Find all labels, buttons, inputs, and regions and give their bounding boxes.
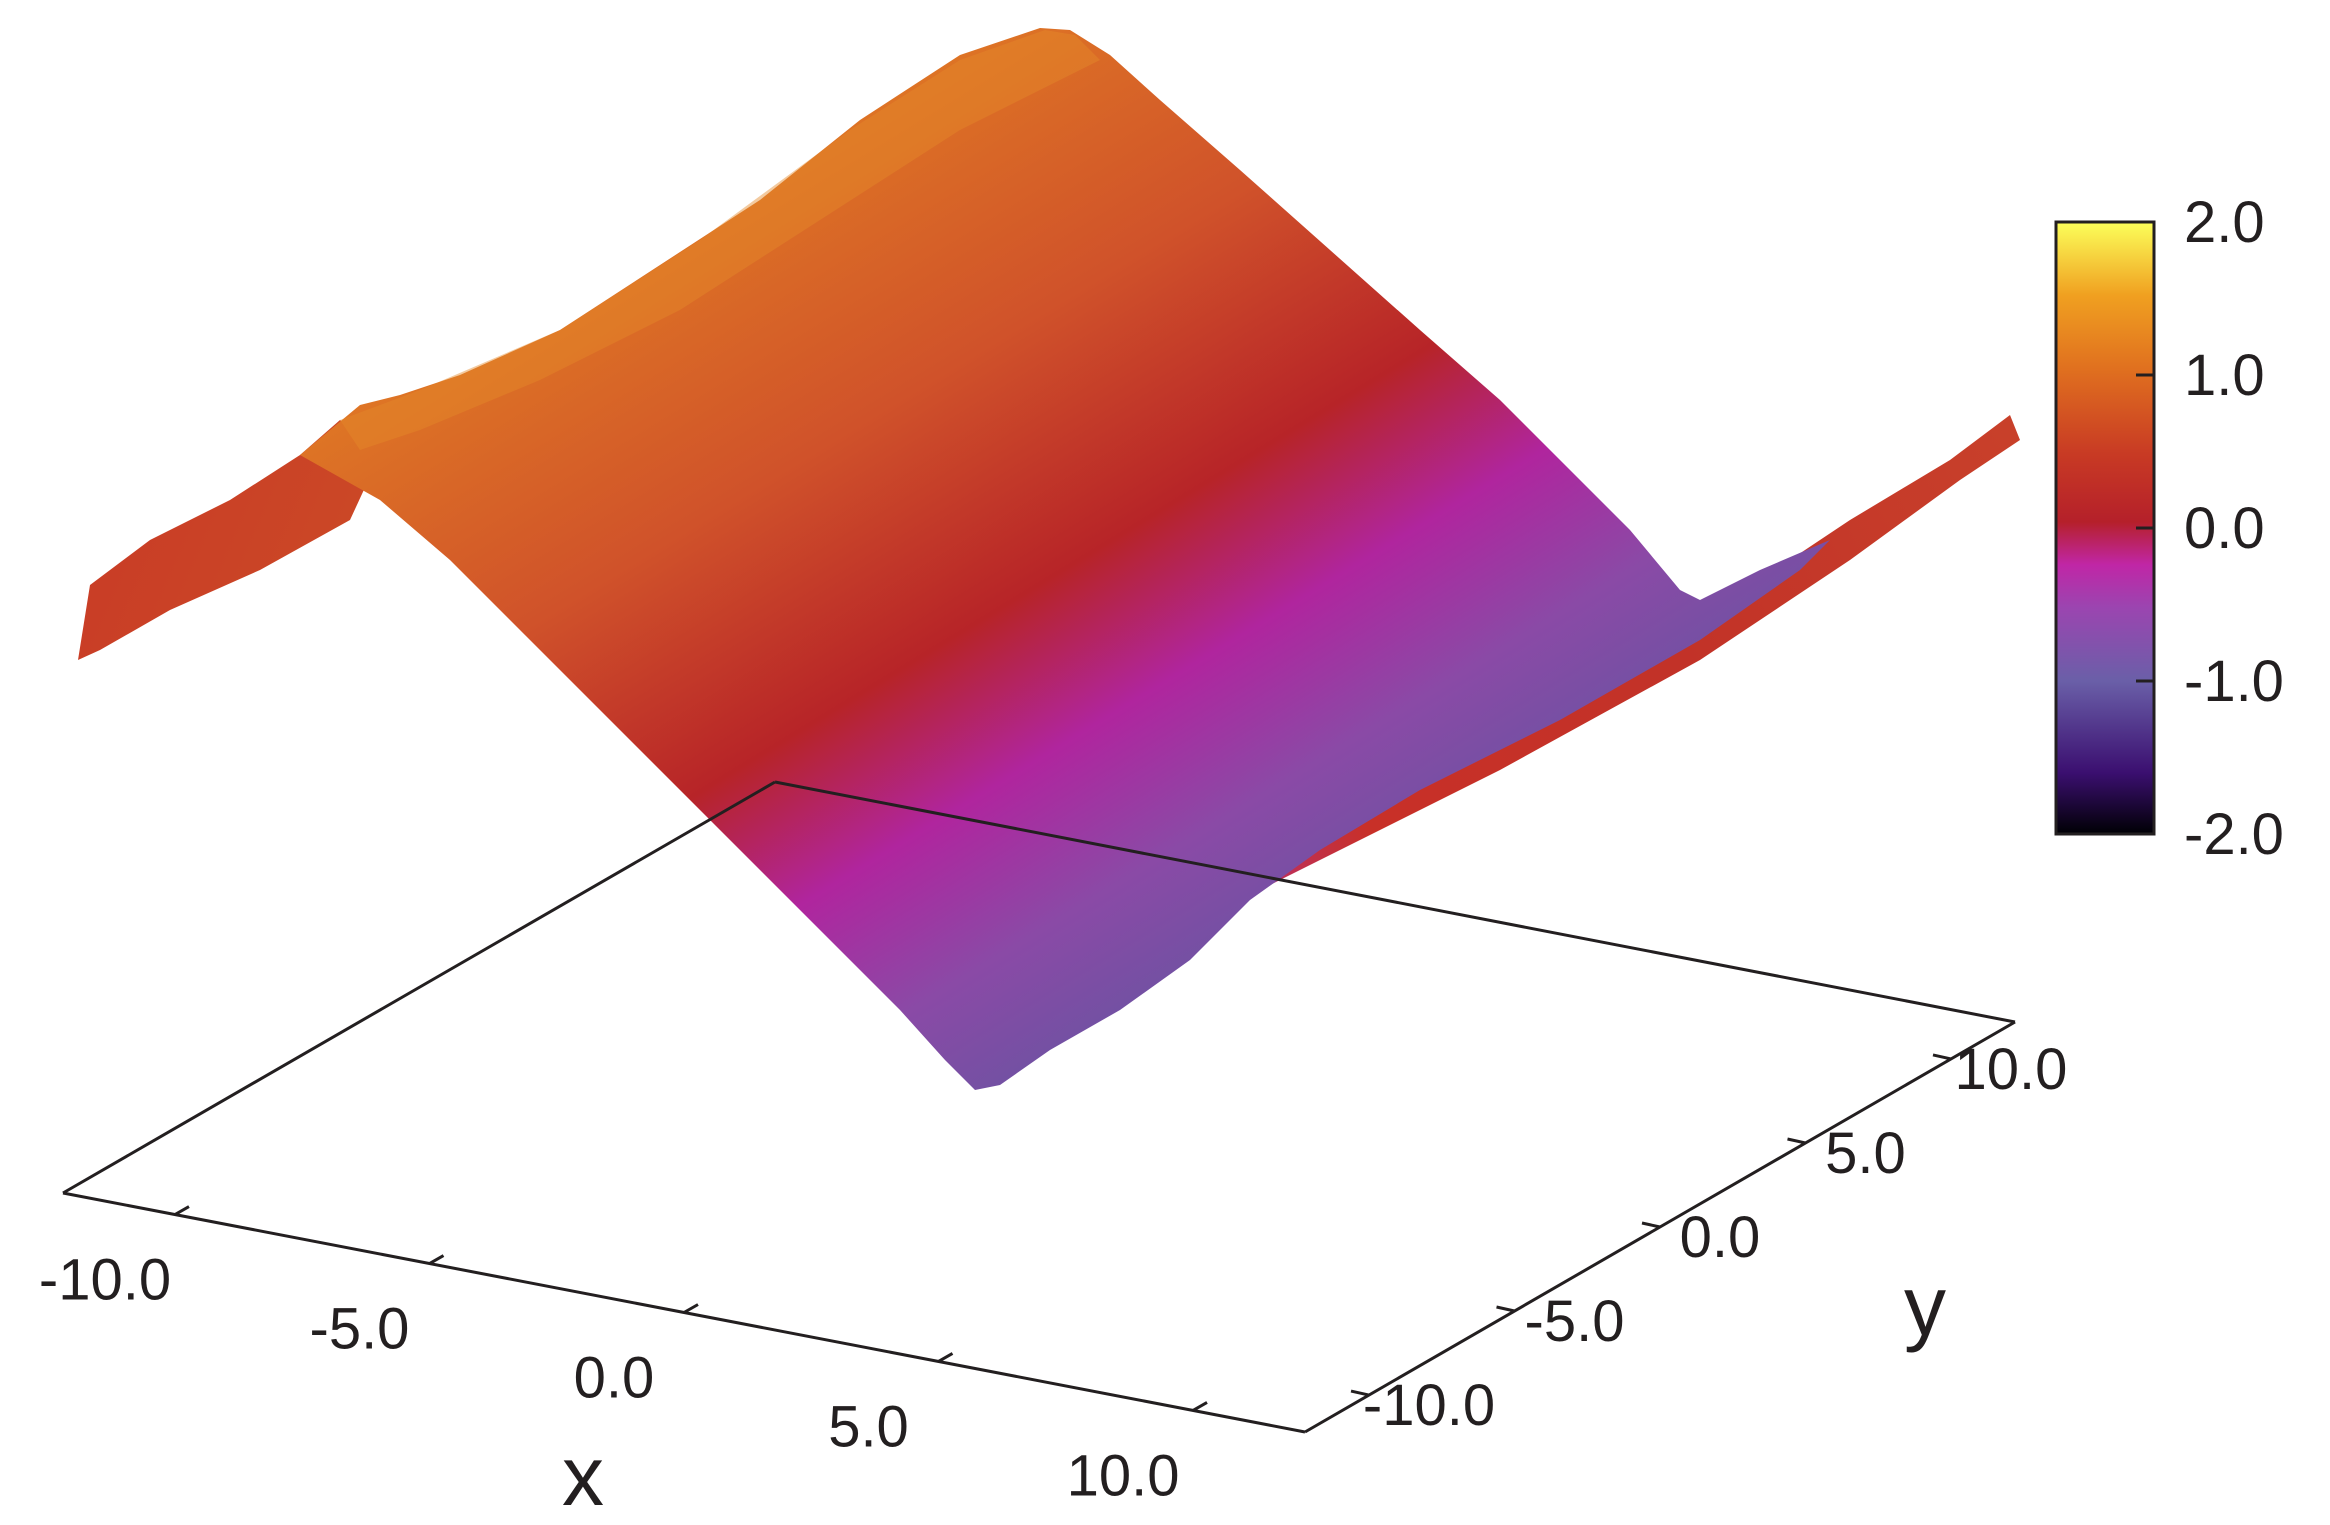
y-tick-mark <box>1932 1053 1952 1061</box>
x-tick-mark <box>683 1303 699 1314</box>
y-axis-title: y <box>1904 1259 1946 1353</box>
y-tick-label: -10.0 <box>1363 1373 1495 1438</box>
x-tick-label: 10.0 <box>1067 1443 1180 1508</box>
x-axis-title: x <box>562 1429 604 1523</box>
y-tick-mark <box>1350 1389 1370 1397</box>
x-tick-label: -5.0 <box>310 1297 410 1362</box>
y-tick-label: 0.0 <box>1680 1205 1761 1270</box>
y-tick-label: 5.0 <box>1825 1121 1906 1186</box>
y-tick-mark <box>1496 1305 1515 1313</box>
surface-left-tail <box>78 420 380 660</box>
x-tick-label: 5.0 <box>828 1394 909 1459</box>
x-axis: -10.0 -5.0 0.0 5.0 10.0 <box>39 1205 1208 1508</box>
y-tick-mark <box>1641 1221 1661 1229</box>
x-tick-mark <box>937 1352 954 1363</box>
colorbar: 2.0 1.0 0.0 -1.0 -2.0 <box>2054 190 2284 867</box>
colorbar-ticks: 2.0 1.0 0.0 -1.0 -2.0 <box>2136 190 2284 867</box>
x-tick-label: 0.0 <box>574 1346 655 1411</box>
colorbar-tick-label: 0.0 <box>2184 496 2265 561</box>
surface-main <box>300 28 1830 1090</box>
y-axis: -10.0 -5.0 0.0 5.0 10.0 <box>1350 1037 2068 1438</box>
colorbar-tick-label: -2.0 <box>2184 802 2284 867</box>
y-tick-label: 10.0 <box>1955 1037 2068 1102</box>
colorbar-tick-label: -1.0 <box>2184 649 2284 714</box>
surface-plot <box>78 28 2020 1090</box>
y-tick-mark <box>1787 1137 1806 1145</box>
floor-frame <box>62 780 2016 1434</box>
floor-back-x-edge <box>62 780 776 1195</box>
x-tick-label: -10.0 <box>39 1248 171 1313</box>
colorbar-tick-label: 2.0 <box>2184 190 2265 255</box>
y-tick-label: -5.0 <box>1525 1289 1625 1354</box>
floor-back-y-edge <box>774 780 2016 1024</box>
x-tick-mark <box>174 1205 190 1216</box>
x-tick-mark <box>1192 1401 1208 1412</box>
x-tick-mark <box>428 1254 445 1265</box>
colorbar-tick-label: 1.0 <box>2184 343 2265 408</box>
surface-crest-highlight <box>340 30 1100 450</box>
